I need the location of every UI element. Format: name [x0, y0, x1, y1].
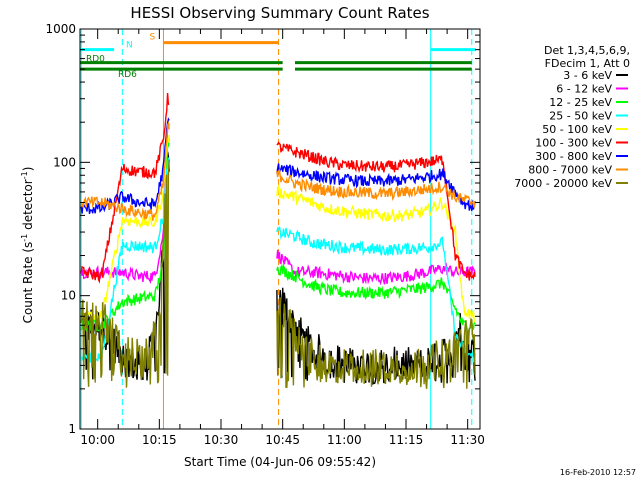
x-tick-label: 11:30 [450, 433, 485, 447]
chart-title: HESSI Observing Summary Count Rates [130, 4, 429, 22]
y-tick-label: 10 [61, 289, 76, 303]
legend-label-2: 6 - 12 keV [556, 83, 612, 96]
legend: Det 1,3,4,5,6,9, FDecim 1, Att 0 3 - 6 k… [514, 44, 630, 190]
axes: 1 10 100 1000 10:00 10:15 10:30 10:45 11:00 11:15… [45, 22, 485, 447]
series-line-9 [80, 159, 476, 389]
legend-label-3: 12 - 25 keV [549, 96, 612, 109]
y-tick-label: 1000 [45, 22, 76, 36]
x-axis-label: Start Time (04-Jun-06 09:55:42) [184, 455, 376, 469]
x-tick-label: 10:30 [204, 433, 239, 447]
flag-label-n: N [126, 41, 133, 51]
x-tick-label: 10:15 [142, 433, 177, 447]
legend-label-4: 25 - 50 keV [549, 110, 612, 123]
flag-label-rd0: RD0 [86, 55, 105, 65]
x-tick-label: 11:15 [389, 433, 424, 447]
y-tick-label: 1 [68, 422, 76, 436]
x-tick-label: 10:45 [265, 433, 300, 447]
generation-timestamp: 16-Feb-2010 12:57 [560, 468, 636, 477]
flag-label-s: S [149, 33, 155, 43]
legend-title-line-1: Det 1,3,4,5,6,9, [544, 44, 630, 57]
legend-label-9: 7000 - 20000 keV [514, 177, 612, 190]
y-tick-label: 100 [53, 155, 76, 169]
legend-label-7: 300 - 800 keV [535, 150, 612, 163]
flag-label-rd6: RD6 [118, 70, 137, 80]
x-tick-label: 11:00 [327, 433, 362, 447]
legend-label-1: 3 - 6 keV [563, 69, 612, 82]
legend-label-8: 800 - 7000 keV [528, 164, 612, 177]
legend-label-6: 100 - 300 keV [535, 137, 612, 150]
series-line-6 [80, 92, 476, 284]
series-lines [80, 92, 476, 389]
legend-label-5: 50 - 100 keV [542, 123, 612, 136]
x-tick-label: 10:00 [80, 433, 115, 447]
series-line-7 [80, 117, 476, 214]
plot-frame [79, 28, 481, 430]
series-line-8 [80, 120, 476, 221]
legend-title-line-2: FDecim 1, Att 0 [545, 57, 630, 70]
y-axis-label: Count Rate (s-1 detector-1) [20, 167, 35, 324]
flag-bars: N S RD0 RD6 [80, 33, 476, 80]
